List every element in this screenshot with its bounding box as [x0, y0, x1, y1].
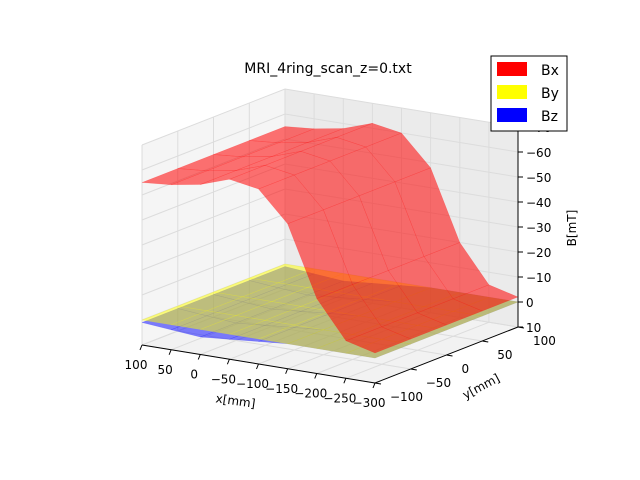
surface-facet	[248, 263, 316, 284]
legend-swatch-by	[497, 85, 527, 99]
y-tick-label: −50	[426, 376, 451, 390]
x-axis-label: x[mm]	[215, 391, 256, 410]
y-tick	[446, 354, 453, 357]
z-tick-label: −60	[526, 146, 551, 160]
x-tick-label: 100	[125, 358, 148, 372]
surface-facet	[249, 126, 315, 144]
y-tick-label: −100	[390, 390, 423, 404]
legend-swatch-bz	[497, 108, 527, 122]
legend-label-by: By	[541, 86, 559, 102]
z-tick-label: −10	[526, 271, 551, 285]
grid-line-z	[141, 113, 519, 171]
x-tick-label: −150	[265, 382, 298, 396]
legend-label-bx: Bx	[541, 63, 559, 79]
z-tick-label: −20	[526, 246, 551, 260]
x-tick-label: −300	[353, 396, 386, 410]
surfaces	[141, 123, 519, 359]
surface-bx	[141, 123, 519, 354]
x-tick	[285, 368, 289, 374]
y-tick-label: 0	[462, 362, 470, 376]
x-tick-label: −50	[211, 372, 236, 386]
x-tick	[197, 354, 201, 360]
x-tick-label: −200	[294, 387, 327, 401]
legend-swatch-bx	[497, 62, 527, 76]
y-tick	[374, 382, 382, 385]
x-tick	[226, 359, 230, 365]
x-tick	[139, 344, 143, 351]
z-tick-label: 10	[526, 321, 541, 335]
chart-title: MRI_4ring_scan_z=0.txt	[244, 61, 412, 77]
x-tick	[314, 373, 318, 379]
y-tick-label: 50	[497, 348, 512, 362]
x-tick-label: 0	[190, 368, 198, 382]
z-tick-label: −50	[526, 171, 551, 185]
x-tick-label: −250	[323, 391, 356, 405]
x-tick-label: 50	[157, 363, 172, 377]
x-tick	[343, 378, 347, 384]
z-tick-label: −30	[526, 221, 551, 235]
legend: Bx By Bz	[490, 55, 568, 132]
z-axis-label: B[mT]	[565, 210, 579, 247]
grid-line-z	[141, 88, 519, 146]
y-tick-label: 100	[533, 334, 556, 348]
x-tick	[256, 363, 259, 370]
y-tick	[410, 368, 417, 371]
x-tick-label: −100	[236, 377, 269, 391]
y-tick	[482, 340, 489, 343]
x-tick	[168, 349, 172, 355]
z-tick-label: 0	[526, 296, 534, 310]
x-tick	[372, 382, 376, 389]
z-tick-label: −40	[526, 196, 551, 210]
axes: 100 50 0 −50 −100−150−200−250−300 −100−500501…	[125, 121, 556, 410]
legend-label-bz: Bz	[541, 109, 558, 125]
